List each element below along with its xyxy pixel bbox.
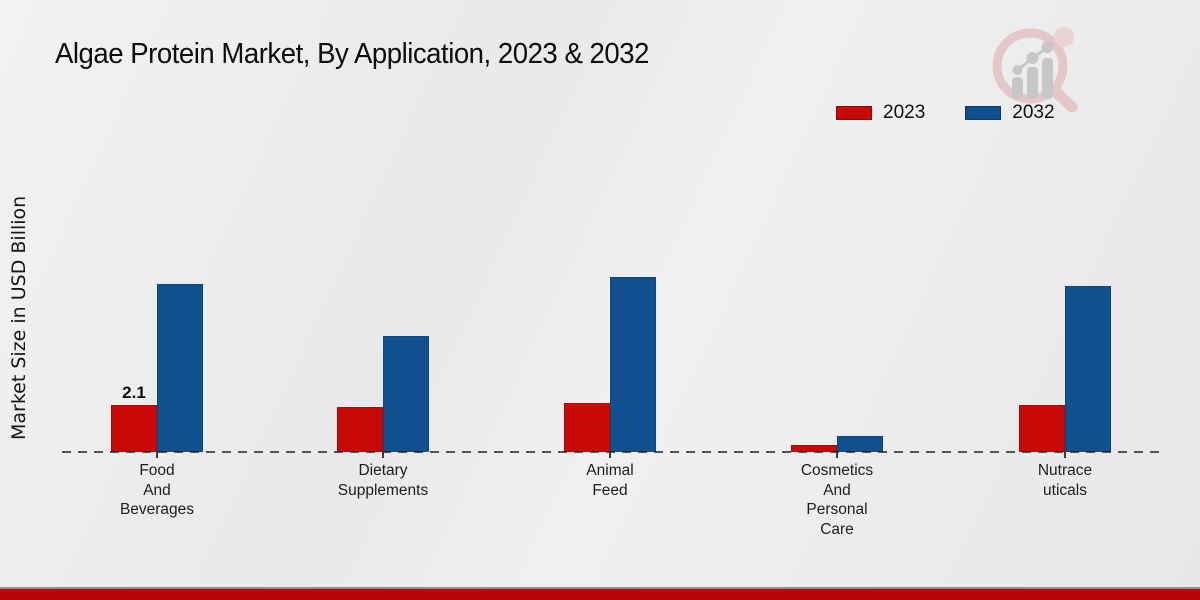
bar-2032-nutrace-uticals [1065, 286, 1111, 452]
magnifier-chart-logo [985, 20, 1085, 120]
category-label-food-and-beverages: Food And Beverages [119, 462, 195, 518]
x-tick-nutrace-uticals [1064, 452, 1066, 458]
magnifier-icon [992, 27, 1078, 113]
x-tick-animal-feed [609, 452, 611, 458]
category-label-animal-feed: Animal Feed [586, 462, 634, 499]
category-label-cosmetics-and-personal-care: Cosmetics And Personal Care [800, 462, 874, 538]
bar-2023-food-and-beverages [111, 405, 157, 452]
bar-2023-cosmetics-and-personal-care [791, 445, 837, 452]
legend-label-2032: 2032 [1012, 102, 1055, 123]
bar-2032-food-and-beverages [157, 284, 203, 452]
bar-2032-dietary-supplements [383, 336, 429, 452]
bar-2023-dietary-supplements [337, 407, 383, 452]
category-label-dietary-supplements: Dietary Supplements [337, 462, 429, 499]
bar-value-label-2023: 2.1 [122, 383, 146, 402]
category-label-nutrace-uticals: Nutrace uticals [1037, 462, 1093, 499]
bar-2032-cosmetics-and-personal-care [837, 436, 883, 452]
footer-rule [0, 587, 1200, 589]
bar-chart-glyph [1012, 41, 1054, 99]
footer-red-band [0, 589, 1200, 600]
legend-swatch-2023 [836, 106, 872, 120]
legend-label-2023: 2023 [883, 102, 926, 123]
legend: 2023 2032 [836, 102, 1055, 124]
bar-2023-animal-feed [564, 403, 610, 452]
legend-item-2032: 2032 [965, 102, 1055, 124]
legend-swatch-2032 [965, 106, 1002, 120]
zero-baseline [62, 451, 1160, 453]
chart-title: Algae Protein Market, By Application, 20… [55, 38, 649, 70]
bar-2023-nutrace-uticals [1019, 405, 1065, 452]
x-tick-cosmetics-and-personal-care [836, 452, 838, 458]
x-tick-dietary-supplements [382, 452, 384, 458]
legend-item-2023: 2023 [836, 102, 925, 124]
bar-2032-animal-feed [610, 277, 656, 452]
x-tick-food-and-beverages [156, 452, 158, 458]
